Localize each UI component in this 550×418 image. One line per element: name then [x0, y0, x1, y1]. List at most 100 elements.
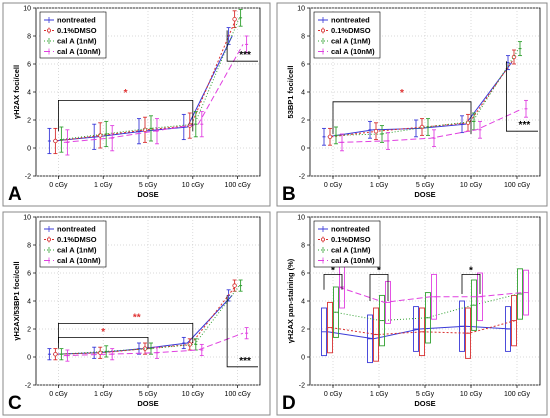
- y-tick-label: 0: [301, 355, 305, 362]
- y-tick-label: 8: [27, 243, 31, 250]
- legend-entry: nontreated: [57, 225, 96, 234]
- significance-bracket: [369, 273, 389, 301]
- y-tick-label: 2: [27, 327, 31, 334]
- legend-entry: nontreated: [57, 16, 96, 25]
- series-1: [53, 10, 237, 155]
- panel-label: D: [282, 393, 296, 414]
- data-point: [232, 283, 237, 288]
- series-line: [63, 44, 244, 143]
- significance-bracket: [58, 100, 194, 132]
- data-point: [373, 128, 379, 134]
- y-tick-label: 10: [297, 6, 305, 13]
- series-line: [327, 62, 513, 138]
- significance-marker: *: [124, 88, 128, 99]
- x-tick-label: 100 cGy: [225, 182, 252, 189]
- x-tick-label: 10 cGy: [460, 182, 483, 189]
- x-tick-label: 0 cGy: [49, 391, 68, 398]
- series-1: [327, 294, 517, 362]
- series-2: [59, 279, 243, 361]
- data-point: [97, 133, 103, 138]
- x-tick-label: 1 cGy: [370, 182, 389, 189]
- y-tick-label: 8: [301, 34, 305, 41]
- y-tick-label: 6: [27, 62, 31, 69]
- series-2: [333, 268, 523, 347]
- significance-marker: *: [400, 88, 404, 99]
- x-tick-label: 1 cGy: [94, 182, 113, 189]
- legend-entry: cal A (1nM): [57, 246, 97, 255]
- data-point: [419, 124, 425, 130]
- x-tick-label: 0 cGy: [324, 182, 343, 189]
- y-tick-label: 2: [301, 118, 305, 125]
- significance-marker: *: [101, 327, 105, 338]
- x-tick-label: 0 cGy: [324, 391, 343, 398]
- y-tick-label: 6: [301, 62, 305, 69]
- legend-entry: 0.1%DMSO: [57, 235, 97, 244]
- y-tick-label: -2: [299, 383, 305, 390]
- significance-marker: ***: [239, 356, 251, 367]
- series-3: [63, 35, 249, 156]
- panel-label: C: [8, 393, 22, 414]
- y-tick-label: 2: [27, 118, 31, 125]
- series-0: [322, 55, 513, 146]
- x-tick-label: 1 cGy: [370, 391, 389, 398]
- y-tick-label: 4: [301, 90, 305, 97]
- y-axis-label: γH2AX foci/cell: [12, 65, 21, 119]
- data-point: [465, 120, 471, 125]
- legend-entry: cal A (1nM): [331, 246, 371, 255]
- y-tick-label: 0: [301, 146, 305, 153]
- data-point: [327, 134, 333, 139]
- series-3: [63, 327, 249, 362]
- y-tick-label: 6: [301, 271, 305, 278]
- x-axis-label: DOSE: [414, 399, 435, 408]
- series-1: [53, 279, 237, 361]
- y-tick-label: 4: [301, 299, 305, 306]
- significance-marker: **: [133, 312, 141, 323]
- series-line: [334, 293, 519, 322]
- series-3: [338, 99, 528, 152]
- y-tick-label: 8: [27, 34, 31, 41]
- y-axis-label: γH2AX/53BP1 foci/cell: [12, 261, 21, 340]
- x-tick-label: 5 cGy: [416, 391, 435, 398]
- y-tick-label: 6: [27, 271, 31, 278]
- legend-entry: cal A (1nM): [57, 37, 97, 46]
- series-line: [52, 35, 233, 142]
- data-point: [53, 352, 58, 357]
- x-tick-label: 0 cGy: [49, 182, 68, 189]
- significance-marker: ***: [239, 50, 251, 61]
- y-axis-label: 53BP1 foci/cell: [286, 66, 295, 119]
- significance-bracket: [461, 273, 481, 294]
- legend-entry: cal A (10nM): [331, 47, 375, 56]
- y-tick-label: 10: [23, 6, 31, 13]
- series-2: [334, 41, 522, 145]
- legend-entry: cal A (1nM): [331, 37, 371, 46]
- x-tick-label: 10 cGy: [460, 391, 483, 398]
- y-tick-label: 8: [301, 243, 305, 250]
- y-tick-label: -2: [25, 174, 31, 181]
- series-1: [327, 49, 517, 146]
- significance-bracket: [58, 336, 149, 349]
- legend-marker: [320, 28, 325, 33]
- y-tick-label: 0: [27, 355, 31, 362]
- series-3: [338, 265, 529, 324]
- y-tick-label: 4: [27, 90, 31, 97]
- x-tick-label: 100 cGy: [225, 391, 252, 398]
- legend-entry: cal A (10nM): [331, 256, 375, 265]
- series-line: [56, 19, 237, 142]
- x-tick-label: 1 cGy: [94, 391, 113, 398]
- legend-entry: 0.1%DMSO: [331, 26, 371, 35]
- x-tick-label: 100 cGy: [504, 182, 531, 189]
- significance-bracket: [505, 61, 538, 132]
- x-axis-label: DOSE: [414, 190, 435, 199]
- series-line: [63, 332, 244, 357]
- x-tick-label: 100 cGy: [504, 391, 531, 398]
- y-axis-label: γH2AX pan-staining (%): [286, 258, 295, 343]
- significance-bracket: [323, 273, 343, 290]
- legend-entry: cal A (10nM): [57, 256, 101, 265]
